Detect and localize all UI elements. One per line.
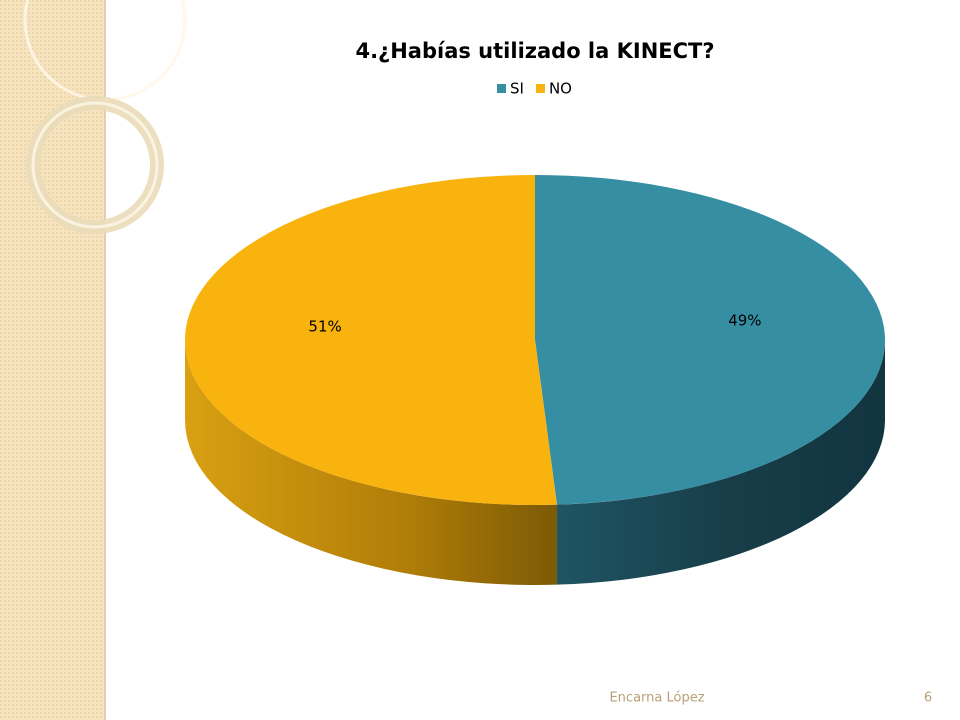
footer-author: Encarna López bbox=[609, 691, 704, 706]
legend: SI NO bbox=[497, 80, 572, 98]
slice-side bbox=[556, 340, 885, 585]
legend-swatch bbox=[497, 84, 506, 93]
slice-side bbox=[185, 340, 557, 585]
slice bbox=[184, 175, 557, 505]
slice bbox=[535, 175, 885, 505]
legend-label: NO bbox=[549, 80, 572, 98]
data-label: 51% bbox=[308, 318, 341, 336]
legend-swatch bbox=[535, 84, 545, 93]
legend-label: SI bbox=[510, 80, 524, 98]
page-number: 6 bbox=[924, 691, 932, 706]
decor-circle bbox=[31, 101, 159, 229]
decor-circles bbox=[23, 0, 187, 234]
chart-title: 4.¿Habías utilizado la KINECT? bbox=[355, 39, 714, 63]
data-label: 49% bbox=[728, 311, 761, 329]
pie: 49% 51% bbox=[184, 175, 885, 585]
